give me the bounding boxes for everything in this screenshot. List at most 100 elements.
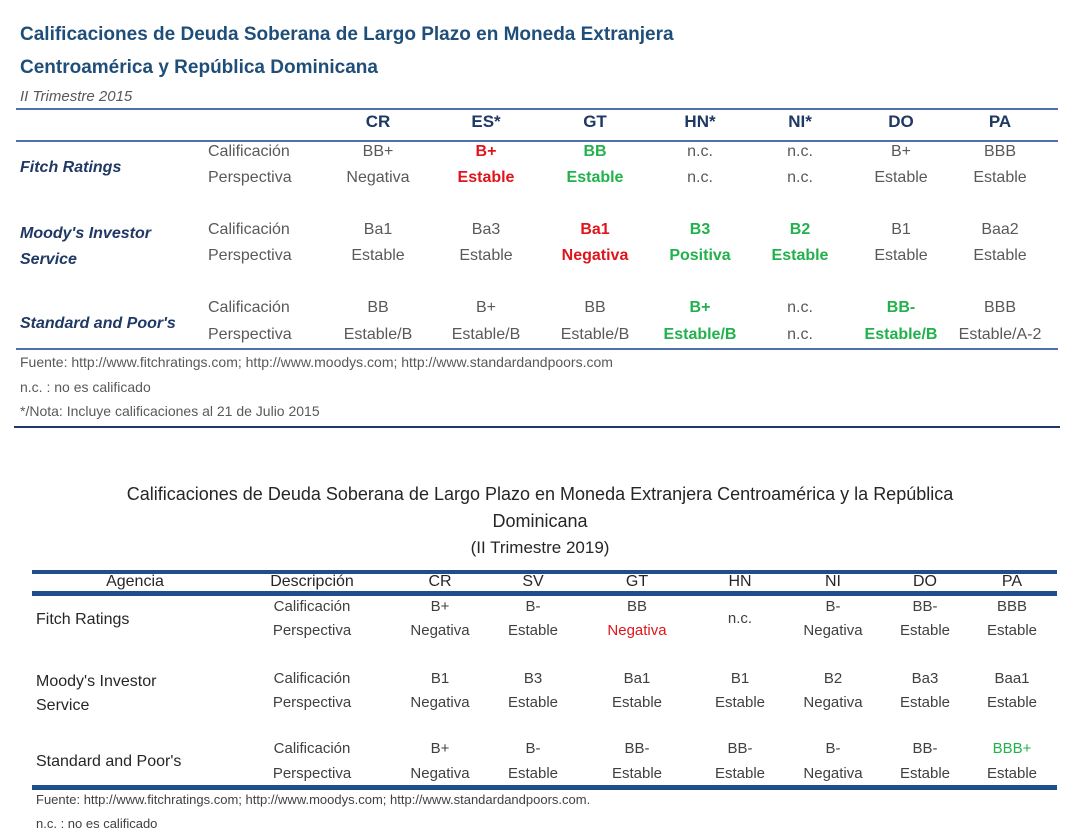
agency-label: Standard and Poor's bbox=[20, 315, 176, 332]
outlook-cell: Estable bbox=[973, 247, 1027, 264]
rating-cell: B+ bbox=[689, 299, 711, 316]
column-header-4: NI* bbox=[788, 112, 812, 131]
rating-cell: Ba1 bbox=[623, 670, 651, 687]
column-header-5: DO bbox=[888, 112, 914, 131]
footnote: n.c. : no es calificado bbox=[36, 816, 158, 831]
rating-cell-merged: n.c. bbox=[727, 610, 753, 627]
column-header-4: NI bbox=[825, 573, 841, 590]
outlook-cell: n.c. bbox=[687, 169, 713, 186]
rating-cell: B1 bbox=[891, 221, 911, 238]
rating-cell: Baa2 bbox=[981, 221, 1019, 238]
outlook-cell: Estable/B bbox=[343, 326, 413, 343]
description-label: Perspectiva bbox=[208, 326, 292, 343]
outlook-cell: Negativa bbox=[410, 694, 470, 711]
rating-cell: Ba3 bbox=[471, 221, 501, 238]
outlook-cell: Negativa bbox=[410, 765, 470, 782]
rating-cell: B3 bbox=[689, 221, 711, 238]
agency-label: Moody's Investor Service bbox=[20, 225, 151, 268]
divider bbox=[16, 348, 1058, 350]
table-subtitle-2015: II Trimestre 2015 bbox=[20, 88, 133, 105]
rating-cell: BB- bbox=[886, 299, 916, 316]
outlook-cell: Negativa bbox=[607, 622, 667, 639]
description-label: Perspectiva bbox=[208, 247, 292, 264]
rating-cell: n.c. bbox=[687, 143, 713, 160]
rating-cell: B- bbox=[525, 740, 541, 757]
rating-cell: BBB bbox=[983, 143, 1017, 160]
description-label: Perspectiva bbox=[272, 622, 352, 639]
rating-cell: BB- bbox=[912, 598, 938, 615]
table-title-2019-line1: Calificaciones de Deuda Soberana de Larg… bbox=[126, 484, 954, 504]
outlook-cell: Negativa bbox=[410, 622, 470, 639]
outlook-cell: Estable bbox=[874, 247, 928, 264]
rating-cell: B- bbox=[525, 598, 541, 615]
outlook-cell: Estable bbox=[507, 622, 559, 639]
description-label: Calificación bbox=[273, 598, 351, 615]
description-label: Calificación bbox=[208, 221, 290, 238]
outlook-cell: Estable bbox=[986, 622, 1038, 639]
outlook-cell: Estable/B bbox=[663, 326, 737, 343]
footnote: Fuente: http://www.fitchratings.com; htt… bbox=[36, 792, 591, 807]
outlook-cell: Estable/B bbox=[451, 326, 521, 343]
rating-cell: B2 bbox=[823, 670, 843, 687]
description-label: Calificación bbox=[208, 143, 290, 160]
divider bbox=[32, 785, 1057, 790]
column-header-3: HN* bbox=[684, 112, 716, 131]
column-header-6: PA bbox=[1001, 573, 1023, 590]
rating-cell: Ba1 bbox=[363, 221, 393, 238]
outlook-cell: Estable bbox=[611, 694, 663, 711]
outlook-cell: Negativa bbox=[803, 765, 863, 782]
outlook-cell: Estable bbox=[714, 765, 766, 782]
column-header-2: GT bbox=[625, 573, 649, 590]
outlook-cell: Negativa bbox=[803, 694, 863, 711]
outlook-cell: Estable bbox=[566, 169, 624, 186]
outlook-cell: Estable bbox=[874, 169, 928, 186]
description-label: Calificación bbox=[273, 740, 351, 757]
rating-cell: B+ bbox=[475, 143, 497, 160]
outlook-cell: Negativa bbox=[346, 169, 410, 186]
outlook-cell: Estable bbox=[457, 169, 515, 186]
agency-label: Fitch Ratings bbox=[36, 611, 130, 628]
rating-cell: BBB+ bbox=[992, 740, 1032, 757]
outlook-cell: Estable bbox=[899, 622, 951, 639]
rating-cell: B+ bbox=[475, 299, 497, 316]
rating-cell: BB bbox=[626, 598, 648, 615]
column-header-0: CR bbox=[428, 573, 452, 590]
divider bbox=[16, 140, 1058, 142]
footnote: n.c. : no es calificado bbox=[20, 379, 151, 395]
outlook-cell: n.c. bbox=[787, 169, 813, 186]
outlook-cell: Estable/A-2 bbox=[958, 326, 1042, 343]
outlook-cell: Estable bbox=[771, 247, 829, 264]
divider bbox=[16, 108, 1058, 110]
agency-label: Moody's Investor Service bbox=[36, 673, 157, 714]
table-title-2015-line1: Calificaciones de Deuda Soberana de Larg… bbox=[20, 24, 674, 45]
rating-cell: BB- bbox=[624, 740, 650, 757]
column-header-6: PA bbox=[988, 112, 1012, 131]
outlook-cell: Estable bbox=[973, 169, 1027, 186]
column-header-0: CR bbox=[365, 112, 391, 131]
rating-cell: Ba1 bbox=[580, 221, 610, 238]
rating-cell: B- bbox=[825, 598, 841, 615]
outlook-cell: Positiva bbox=[669, 247, 731, 264]
rating-cell: Baa1 bbox=[994, 670, 1030, 687]
outlook-cell: Estable bbox=[611, 765, 663, 782]
agency-label: Fitch Ratings bbox=[20, 159, 122, 176]
outlook-cell: Negativa bbox=[803, 622, 863, 639]
outlook-cell: Estable bbox=[714, 694, 766, 711]
rating-cell: B1 bbox=[430, 670, 450, 687]
header-agency: Agencia bbox=[106, 573, 164, 590]
divider bbox=[14, 426, 1060, 428]
rating-cell: BB- bbox=[912, 740, 938, 757]
rating-cell: B2 bbox=[789, 221, 811, 238]
rating-cell: Ba3 bbox=[911, 670, 939, 687]
table-title-2019-line2: Dominicana bbox=[492, 511, 588, 531]
footnote: */Nota: Incluye calificaciones al 21 de … bbox=[20, 403, 320, 419]
rating-cell: B+ bbox=[430, 598, 450, 615]
rating-cell: BB bbox=[583, 143, 607, 160]
description-label: Perspectiva bbox=[272, 694, 352, 711]
rating-cell: BB bbox=[367, 299, 389, 316]
outlook-cell: Estable bbox=[507, 765, 559, 782]
rating-cell: BBB bbox=[983, 299, 1017, 316]
description-label: Calificación bbox=[273, 670, 351, 687]
table-subtitle-2019: (II Trimestre 2019) bbox=[470, 538, 610, 557]
rating-cell: n.c. bbox=[787, 143, 813, 160]
